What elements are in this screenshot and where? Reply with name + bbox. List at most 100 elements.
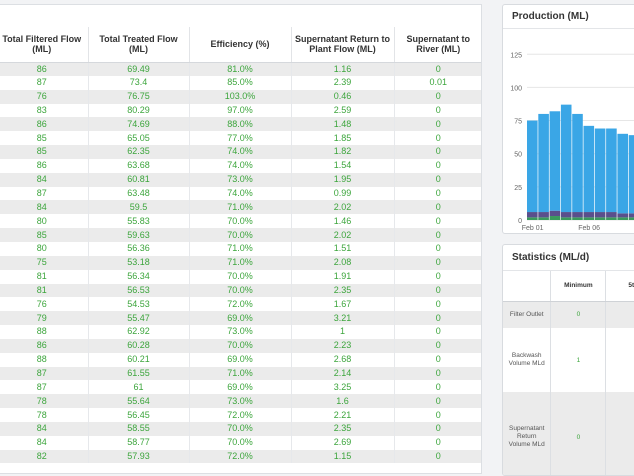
table-row: 84 60.81 73.0% 1.95 0 bbox=[0, 172, 481, 187]
cell-supernatant-return: 1.16 bbox=[291, 62, 395, 76]
cell-efficiency: 70.0% bbox=[189, 283, 292, 298]
production-card-title: Production (ML) bbox=[503, 5, 634, 29]
chart-bar bbox=[538, 212, 549, 218]
cell-total-treated-flow: 63.68 bbox=[88, 158, 190, 173]
y-tick-label: 50 bbox=[514, 152, 522, 159]
stats-cell-minimum: 0 bbox=[550, 392, 607, 475]
stats-row-supernatant: Supernatant Return Volume MLd 0 bbox=[503, 392, 634, 475]
cell-supernatant-return: 2.14 bbox=[291, 366, 395, 381]
cell-total-treated-flow: 60.81 bbox=[88, 172, 190, 187]
cell-total-treated-flow: 80.29 bbox=[88, 103, 190, 118]
cell-supernatant-river: 0 bbox=[394, 380, 481, 395]
cell-total-filtered-flow: 84 bbox=[0, 421, 89, 436]
cell-supernatant-river: 0 bbox=[394, 449, 481, 464]
chart-bar bbox=[560, 217, 572, 220]
table-row: 88 62.92 73.0% 1 0 bbox=[0, 325, 481, 339]
cell-supernatant-return: 2.35 bbox=[291, 283, 395, 298]
cell-total-treated-flow: 60.28 bbox=[88, 338, 190, 353]
cell-supernatant-return: 1.15 bbox=[291, 449, 395, 464]
cell-supernatant-river: 0 bbox=[394, 103, 481, 118]
header-supernatant-river[interactable]: Supernatant to River (ML) bbox=[394, 27, 481, 63]
statistics-card: Statistics (ML/d) Minimum 5th Pe Filter … bbox=[502, 244, 634, 476]
cell-total-filtered-flow: 86 bbox=[0, 338, 89, 353]
cell-efficiency: 81.0% bbox=[189, 62, 292, 76]
chart-bar bbox=[538, 113, 549, 213]
flows-table-body: 86 69.49 81.0% 1.16 0 87 73.4 85.0% 2.39 0.01 76 76… bbox=[0, 62, 481, 464]
cell-supernatant-return: 2.08 bbox=[291, 255, 395, 270]
y-tick-label: 25 bbox=[514, 185, 522, 192]
cell-total-filtered-flow: 84 bbox=[0, 172, 89, 187]
table-row: 87 61.55 71.0% 2.14 0 bbox=[0, 366, 481, 381]
chart-bar bbox=[527, 120, 538, 213]
chart-bar bbox=[628, 135, 634, 214]
cell-total-treated-flow: 58.77 bbox=[88, 435, 190, 450]
cell-efficiency: 72.0% bbox=[189, 408, 292, 422]
chart-bar bbox=[572, 217, 583, 220]
cell-supernatant-return: 2.35 bbox=[291, 421, 395, 436]
cell-supernatant-river: 0 bbox=[394, 89, 481, 104]
stats-header-minimum[interactable]: Minimum bbox=[550, 271, 607, 302]
chart-bar bbox=[549, 111, 561, 211]
cell-supernatant-return: 1.6 bbox=[291, 394, 395, 409]
stats-header-5th-percentile[interactable]: 5th Pe bbox=[605, 271, 634, 302]
stats-cell-5th-percentile bbox=[605, 392, 634, 475]
chart-bar bbox=[606, 128, 617, 213]
flows-table: Total Filtered Flow (ML) Total Treated F… bbox=[0, 27, 481, 464]
y-tick-label: 75 bbox=[514, 119, 522, 126]
cell-efficiency: 77.0% bbox=[189, 131, 292, 146]
stats-cell-5th-percentile: 1 bbox=[605, 328, 634, 392]
table-row: 75 53.18 71.0% 2.08 0 bbox=[0, 255, 481, 270]
header-total-treated-flow[interactable]: Total Treated Flow (ML) bbox=[88, 27, 190, 63]
header-total-filtered-flow[interactable]: Total Filtered Flow (ML) bbox=[0, 27, 89, 63]
table-row: 79 55.47 69.0% 3.21 0 bbox=[0, 311, 481, 326]
cell-supernatant-river: 0.01 bbox=[394, 75, 481, 90]
cell-total-treated-flow: 55.64 bbox=[88, 394, 190, 409]
flows-table-header: Total Filtered Flow (ML) Total Treated F… bbox=[0, 27, 481, 63]
cell-supernatant-river: 0 bbox=[394, 172, 481, 187]
cell-total-filtered-flow: 80 bbox=[0, 241, 89, 256]
cell-efficiency: 70.0% bbox=[189, 214, 292, 229]
chart-bar bbox=[617, 133, 628, 214]
table-row: 78 55.64 73.0% 1.6 0 bbox=[0, 394, 481, 409]
header-efficiency[interactable]: Efficiency (%) bbox=[189, 27, 292, 63]
cell-supernatant-river: 0 bbox=[394, 228, 481, 242]
cell-supernatant-river: 0 bbox=[394, 62, 481, 76]
cell-efficiency: 103.0% bbox=[189, 89, 292, 104]
stats-cell-5th-percentile: 6 bbox=[605, 301, 634, 328]
cell-supernatant-river: 0 bbox=[394, 186, 481, 201]
header-supernatant-return[interactable]: Supernatant Return to Plant Flow (ML) bbox=[291, 27, 395, 63]
cell-total-treated-flow: 60.21 bbox=[88, 352, 190, 367]
cell-supernatant-river: 0 bbox=[394, 311, 481, 326]
cell-total-filtered-flow: 86 bbox=[0, 117, 89, 132]
cell-total-treated-flow: 53.18 bbox=[88, 255, 190, 270]
cell-supernatant-return: 1.95 bbox=[291, 172, 395, 187]
cell-supernatant-river: 0 bbox=[394, 241, 481, 256]
cell-supernatant-river: 0 bbox=[394, 283, 481, 298]
cell-efficiency: 88.0% bbox=[189, 117, 292, 132]
production-card: Production (ML) 0 25 50 75 100 125 Feb 01 Feb 0… bbox=[502, 4, 634, 234]
cell-supernatant-return: 1.85 bbox=[291, 131, 395, 146]
cell-total-treated-flow: 61 bbox=[88, 380, 190, 395]
chart-bar bbox=[628, 217, 634, 220]
table-row: 88 60.21 69.0% 2.68 0 bbox=[0, 352, 481, 367]
chart-bar bbox=[594, 217, 606, 220]
cell-total-filtered-flow: 84 bbox=[0, 200, 89, 215]
cell-total-filtered-flow: 86 bbox=[0, 62, 89, 76]
cell-total-filtered-flow: 76 bbox=[0, 297, 89, 312]
cell-total-treated-flow: 55.47 bbox=[88, 311, 190, 326]
cell-total-filtered-flow: 87 bbox=[0, 380, 89, 395]
cell-supernatant-river: 0 bbox=[394, 408, 481, 422]
x-tick-label: Feb 01 bbox=[522, 225, 544, 232]
table-row: 87 63.48 74.0% 0.99 0 bbox=[0, 186, 481, 201]
table-row: 87 73.4 85.0% 2.39 0.01 bbox=[0, 75, 481, 90]
chart-bar bbox=[538, 217, 549, 220]
cell-supernatant-river: 0 bbox=[394, 255, 481, 270]
cell-efficiency: 72.0% bbox=[189, 449, 292, 464]
cell-supernatant-river: 0 bbox=[394, 269, 481, 284]
cell-total-treated-flow: 61.55 bbox=[88, 366, 190, 381]
cell-total-filtered-flow: 87 bbox=[0, 366, 89, 381]
cell-total-treated-flow: 62.92 bbox=[88, 325, 190, 339]
stats-row-backwash: Backwash Volume MLd 1 1 bbox=[503, 328, 634, 392]
chart-bar bbox=[594, 128, 606, 213]
